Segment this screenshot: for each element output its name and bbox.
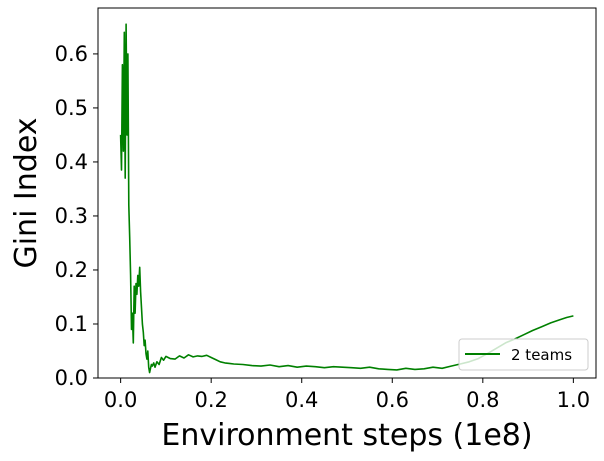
y-tick-label: 0.6 [55,42,88,66]
y-tick-label: 0.2 [55,258,88,282]
series-lines [119,23,574,374]
y-tick-label: 0.1 [55,312,88,336]
y-tick-label: 0.5 [55,96,88,120]
y-axis-label: Gini Index [9,117,44,268]
legend: 2 teams [458,338,589,371]
x-tick-label: 1.0 [557,388,590,412]
x-tick-label: 0.6 [376,388,409,412]
x-tick-label: 0.4 [285,388,318,412]
y-tick-label: 0.0 [55,366,88,390]
x-tick-label: 0.8 [466,388,499,412]
x-axis-label: Environment steps (1e8) [161,418,532,453]
y-axis: 0.0 0.1 0.2 0.3 0.4 0.5 0.6 [55,42,98,390]
x-tick-label: 0.2 [194,388,227,412]
legend-box [458,338,589,371]
y-tick-label: 0.4 [55,150,88,174]
x-axis: 0.0 0.2 0.4 0.6 0.8 1.0 [104,378,590,412]
series-line-0 [119,23,574,374]
legend-label: 2 teams [511,346,572,364]
x-tick-label: 0.0 [104,388,137,412]
plot-frame [97,7,597,379]
y-tick-label: 0.3 [55,204,88,228]
